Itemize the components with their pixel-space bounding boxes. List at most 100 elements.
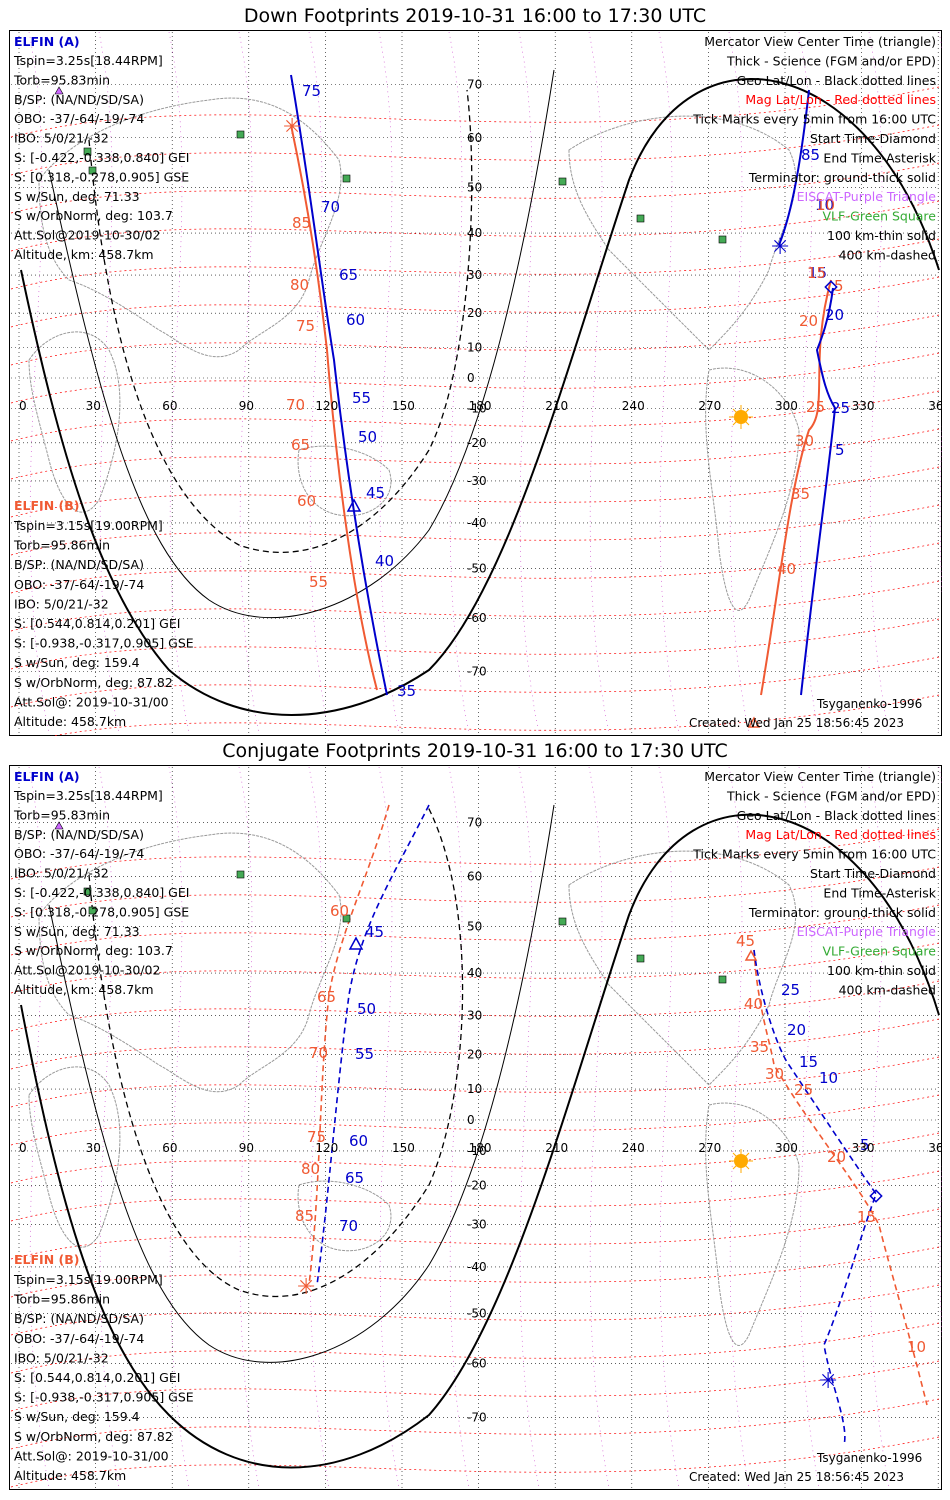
elfin-a-info-line: Tspin=3.25s[18.44RPM] [13, 788, 163, 803]
elfin-b-tick-label: 70 [309, 1044, 328, 1062]
end-asterisk-a: ✳ [771, 235, 789, 260]
model-label: Tsyganenko-1996 [816, 697, 922, 711]
lon-tick-label: 300 [775, 399, 798, 413]
lon-tick-label: 150 [392, 1141, 415, 1155]
center-triangle-b [744, 949, 758, 961]
lon-tick-label: 60 [162, 1141, 177, 1155]
lon-tick-label: 0 [19, 1141, 27, 1155]
elfin-b-tick-label: 15 [807, 264, 826, 282]
legend-entry: End Time-Asterisk [823, 885, 936, 900]
elfin-b-tick-label: 30 [765, 1065, 784, 1083]
elfin-a-tick-label: 5 [835, 441, 845, 459]
elfin-b-tick-label: 65 [317, 988, 336, 1006]
elfin-a-info-line: S: [-0.422,-0.338,0.840] GEI [14, 885, 189, 900]
lat-tick-label: -70 [467, 665, 487, 679]
elfin-a-tick-label: 85 [801, 146, 820, 164]
elfin-a-info-line: Torb=95.83min [13, 72, 110, 87]
elfin-a-info-line: Att.Sol@2019-10-30/02 [14, 228, 160, 243]
elfin-a-tick-label: 15 [808, 264, 827, 282]
elfin-a-info-line: S: [-0.422,-0.338,0.840] GEI [14, 150, 189, 165]
lat-tick-label: -20 [467, 1179, 487, 1193]
lat-tick-label: 50 [467, 920, 482, 934]
elfin-a-info-line: S: [0.318,-0.278,0.905] GSE [14, 169, 189, 184]
elfin-b-tick-label: 25 [794, 1081, 813, 1099]
elfin-b-tick-label: 70 [286, 396, 305, 414]
lon-tick-label: 210 [545, 1141, 568, 1155]
lat-tick-label: 40 [467, 226, 482, 240]
lat-tick-label: -20 [467, 436, 487, 450]
elfin-a-label: ELFIN (A) [14, 769, 80, 784]
elfin-b-info-line: IBO: 5/0/21/-32 [14, 1350, 109, 1365]
elfin-b-tick-label: 40 [777, 560, 796, 578]
legend-entry: EISCAT-Purple Triangle [797, 189, 937, 204]
lon-tick-label: 360 [928, 1141, 942, 1155]
lon-tick-label: 120 [315, 399, 338, 413]
elfin-a-info-line: Tspin=3.25s[18.44RPM] [13, 53, 163, 68]
legend-entry: VLF-Green Square [822, 944, 936, 959]
center-triangle-b [747, 716, 761, 728]
elfin-b-footprint-track [290, 124, 378, 691]
elfin-b-tick-label: 65 [291, 436, 310, 454]
lat-tick-label: -50 [467, 562, 487, 576]
legend-entry: 400 km-dashed [839, 247, 936, 262]
legend-entry: Mercator View Center Time (triangle) [704, 769, 936, 784]
elfin-b-info-line: Altitude: 458.7km [14, 1468, 126, 1483]
elfin-a-info-line: S w/OrbNorm, deg: 103.7 [14, 943, 173, 958]
sun-icon [729, 1149, 753, 1173]
lon-tick-label: 30 [86, 1141, 101, 1155]
panel-title-conjugate: Conjugate Footprints 2019-10-31 16:00 to… [222, 740, 728, 762]
elfin-a-info-line: S w/Sun, deg: 71.33 [14, 189, 140, 204]
elfin-a-tick-label: 20 [825, 306, 844, 324]
elfin-a-tick-label: 35 [397, 682, 416, 700]
elfin-b-info-line: S: [0.544,0.814,0.201] GEI [14, 616, 180, 631]
elfin-b-info-line: Torb=95.86min [13, 538, 110, 553]
lon-tick-label: 30 [86, 399, 101, 413]
elfin-b-tick-label: 75 [296, 317, 315, 335]
lat-tick-label: -10 [467, 402, 487, 416]
elfin-a-tick-label: 10 [819, 1069, 838, 1087]
elfin-b-info-line: Tspin=3.15s[19.00RPM] [13, 518, 163, 533]
elfin-b-tick-label: 75 [307, 1128, 326, 1146]
lon-tick-label: 360 [928, 399, 942, 413]
lat-tick-label: 70 [467, 77, 482, 91]
lat-tick-label: -50 [467, 1306, 487, 1320]
elfin-a-conjugate-track-east [753, 949, 878, 1446]
lat-tick-label: 20 [467, 1047, 482, 1061]
coastlines [28, 832, 800, 1346]
elfin-a-tick-label: 40 [375, 552, 394, 570]
elfin-b-label: ELFIN (B) [14, 1252, 79, 1267]
elfin-a-info-line: S w/OrbNorm, deg: 103.7 [14, 208, 173, 223]
elfin-b-tick-label: 55 [309, 573, 328, 591]
lat-tick-label: -40 [467, 1260, 487, 1274]
legend-entry: Thick - Science (FGM and/or EPD) [726, 53, 936, 68]
down-footprints-map: ✳ ✳ 757065605550454035851015202558580757… [9, 30, 942, 736]
center-triangle-a [346, 498, 362, 512]
lon-tick-label: 300 [775, 1141, 798, 1155]
elfin-b-tick-label: 15 [857, 1208, 876, 1226]
elfin-b-info-line: IBO: 5/0/21/-32 [14, 596, 109, 611]
legend-entry: Terminator: ground-thick solid [748, 905, 936, 920]
lon-tick-label: 120 [315, 1141, 338, 1155]
terminator [20, 69, 940, 716]
elfin-b-tick-label: 5 [834, 277, 844, 295]
elfin-a-info-line: IBO: 5/0/21/-32 [14, 131, 109, 146]
lat-tick-label: 70 [467, 815, 482, 829]
elfin-a-tick-label: 65 [339, 266, 358, 284]
elfin-a-tick-label: 70 [339, 1217, 358, 1235]
legend-entry: Tick Marks every 5min from 16:00 UTC [692, 112, 936, 127]
vlf-squares [83, 870, 727, 984]
elfin-b-tick-label: 85 [295, 1207, 314, 1225]
legend-entry: End Time-Asterisk [823, 150, 936, 165]
elfin-b-label: ELFIN (B) [14, 498, 79, 513]
elfin-a-info-line: Altitude, km: 458.7km [14, 247, 154, 262]
elfin-b-tick-label: 35 [750, 1038, 769, 1056]
elfin-a-tick-label: 20 [787, 1021, 806, 1039]
elfin-b-tick-label: 80 [301, 1160, 320, 1178]
elfin-b-info-line: OBO: -37/-64/-19/-74 [14, 1331, 144, 1346]
elfin-b-info-line: Att.Sol@: 2019-10-31/00 [14, 1448, 169, 1463]
lat-tick-label: 0 [467, 1113, 475, 1127]
elfin-a-tick-label: 60 [349, 1132, 368, 1150]
end-asterisk-a: ✳ [819, 1369, 837, 1394]
lon-tick-label: 330 [852, 1141, 875, 1155]
elfin-a-tick-label: 25 [781, 981, 800, 999]
